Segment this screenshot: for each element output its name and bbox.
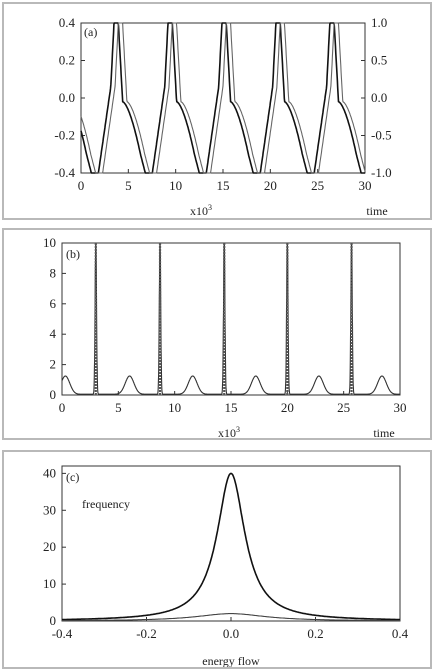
c-xtick-label-3: 0.2: [307, 626, 323, 641]
plot-frame-b: [61, 242, 401, 396]
b-xtick-label-5: 25: [337, 400, 350, 415]
panel-b: 0 5 10 15 20 25 30 10 8 6 4 2 0 (b) x103 time: [2, 228, 432, 440]
b-ytick-label-5: 0: [50, 387, 57, 402]
panel-c: -0.4 -0.2 0.0 0.2 0.4 40 30 20 10 0 (c) frequenc…: [2, 450, 432, 669]
series-a-0: [80, 22, 366, 174]
panel-label-b: (b): [66, 247, 80, 261]
chart-c: -0.4 -0.2 0.0 0.2 0.4 40 30 20 10 0 (c) frequenc…: [43, 465, 409, 667]
b-xtick-label-4: 20: [281, 400, 294, 415]
b-ytick-label-0: 10: [43, 235, 56, 250]
b-ytick-label-3: 4: [50, 326, 57, 341]
c-ytick-label-1: 30: [43, 502, 56, 517]
x-axis-label-c: energy flow: [202, 654, 260, 667]
annotation-frequency: frequency: [82, 497, 130, 511]
a-left-ytick-label-2: 0.0: [59, 90, 75, 105]
panel-a: 0 5 10 15 20 25 30 0.4 0.2 0.0 -0.2 -0.4 1.0 0.5 0.0…: [2, 2, 432, 220]
plot-frame-c: [61, 465, 401, 622]
a-right-ytick-label-2: 0.0: [371, 90, 387, 105]
b-xtick-label-1: 5: [115, 400, 122, 415]
series-b: [61, 242, 401, 395]
c-xtick-label-2: 0.0: [223, 626, 239, 641]
c-ytick-label-0: 40: [43, 465, 56, 480]
a-xtick-label-1: 5: [125, 178, 132, 193]
a-left-ytick-label-0: 0.4: [59, 15, 76, 30]
chart-a: 0 5 10 15 20 25 30 0.4 0.2 0.0 -0.2 -0.4 1.0 0.5 0.0…: [54, 15, 392, 218]
series-a-1: [80, 22, 366, 174]
c-ytick-label-4: 0: [50, 613, 57, 628]
panel-label-c: (c): [66, 470, 79, 484]
a-xtick-label-2: 10: [169, 178, 182, 193]
c-ytick-label-2: 20: [43, 539, 56, 554]
b-xtick-label-2: 10: [168, 400, 181, 415]
a-left-ytick-label-3: -0.2: [54, 128, 75, 143]
a-left-ytick-label-1: 0.2: [59, 53, 75, 68]
a-xtick-label-6: 30: [359, 178, 372, 193]
b-ytick-label-1: 8: [50, 265, 57, 280]
a-xtick-label-3: 15: [217, 178, 230, 193]
c-ytick-label-3: 10: [43, 576, 56, 591]
b-ytick-label-4: 2: [50, 357, 57, 372]
x-axis-label-b: time: [373, 426, 394, 438]
a-right-ytick-label-3: -0.5: [371, 128, 392, 143]
c-xtick-label-1: -0.2: [136, 626, 157, 641]
series-c-1: [62, 613, 400, 622]
b-xtick-label-3: 15: [225, 400, 238, 415]
a-xtick-label-5: 25: [311, 178, 324, 193]
a-right-ytick-label-4: -1.0: [371, 165, 392, 180]
x-multiplier-b: x103: [218, 425, 240, 438]
b-xtick-label-6: 30: [394, 400, 407, 415]
b-xtick-label-0: 0: [59, 400, 66, 415]
a-right-ytick-label-1: 0.5: [371, 53, 387, 68]
a-xtick-label-0: 0: [78, 178, 85, 193]
a-xtick-label-4: 20: [264, 178, 277, 193]
b-ytick-label-2: 6: [50, 296, 57, 311]
panel-label-a: (a): [84, 25, 97, 39]
c-xtick-label-0: -0.4: [52, 626, 73, 641]
a-left-ytick-label-4: -0.4: [54, 165, 75, 180]
c-xtick-label-4: 0.4: [392, 626, 409, 641]
x-multiplier-a: x103: [190, 203, 212, 218]
series-c-0: [62, 472, 400, 621]
x-axis-label-a: time: [366, 204, 387, 218]
a-right-ytick-label-0: 1.0: [371, 15, 387, 30]
